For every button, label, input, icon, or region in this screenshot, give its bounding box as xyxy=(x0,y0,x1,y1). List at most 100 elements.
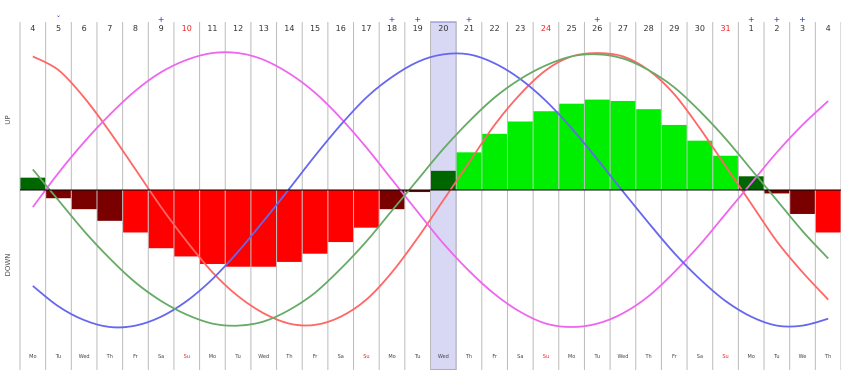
top-day-label: 5 xyxy=(56,24,61,33)
top-day-label: 2 xyxy=(774,24,779,33)
bar xyxy=(431,170,456,190)
bar xyxy=(764,190,790,194)
top-marker: + xyxy=(389,15,396,24)
weekday-label: Fr xyxy=(313,354,319,360)
top-day-label: 8 xyxy=(133,24,138,33)
top-day-label: 25 xyxy=(567,24,577,33)
top-day-label: 14 xyxy=(284,24,294,33)
top-day-label: 3 xyxy=(800,24,805,33)
bar xyxy=(200,190,225,264)
weekday-label: Fr xyxy=(672,354,678,360)
weekday-label: Mo xyxy=(388,354,395,360)
line-layer xyxy=(32,51,829,329)
weekday-label: Mo xyxy=(29,354,36,360)
weekday-label: Sa xyxy=(697,354,703,360)
weekday-label: Th xyxy=(465,354,472,360)
weekday-label: We xyxy=(799,354,807,360)
bar xyxy=(507,121,533,190)
top-day-label: 23 xyxy=(515,24,525,33)
bar xyxy=(302,190,328,254)
top-day-label: 16 xyxy=(336,24,346,33)
top-day-label: 22 xyxy=(490,24,500,33)
bar xyxy=(97,190,123,221)
top-marker: + xyxy=(748,15,755,24)
curve-line-0 xyxy=(32,52,829,327)
bar xyxy=(661,124,687,190)
top-day-label: 21 xyxy=(464,24,474,33)
highlight-layer xyxy=(430,21,457,370)
weekday-label: Su xyxy=(184,354,190,360)
top-day-label: 24 xyxy=(541,24,551,33)
curve-line-3 xyxy=(32,53,829,327)
label-layer: 4 5 6 7 8 9 10 11 12 13 14 15 16 17 18 19 20 21 22 23 24 25 26… xyxy=(4,14,831,360)
weekday-label: Fr xyxy=(133,354,139,360)
bar xyxy=(713,155,738,190)
bar xyxy=(46,190,71,199)
bar xyxy=(610,100,636,190)
top-day-label: 30 xyxy=(695,24,705,33)
bar xyxy=(71,190,97,210)
top-day-label: 28 xyxy=(643,24,653,33)
top-day-label: 27 xyxy=(618,24,628,33)
bar xyxy=(790,190,815,214)
bar xyxy=(174,190,200,257)
top-day-label: 7 xyxy=(107,24,112,33)
weekday-label: Sa xyxy=(158,354,164,360)
top-day-label: 4 xyxy=(30,24,35,33)
bar xyxy=(20,177,46,190)
bar xyxy=(225,190,251,267)
bar xyxy=(687,140,713,190)
top-day-label: 4 xyxy=(826,24,831,33)
bar xyxy=(482,133,507,190)
top-marker: + xyxy=(774,15,781,24)
top-day-label: 29 xyxy=(669,24,679,33)
weekday-label: Th xyxy=(106,354,113,360)
bar xyxy=(277,190,302,262)
bar xyxy=(584,99,610,190)
weekday-label: Mo xyxy=(568,354,575,360)
weekday-label: Su xyxy=(363,354,369,360)
weekday-label: Mo xyxy=(748,354,755,360)
weekday-label: Mo xyxy=(209,354,216,360)
bar xyxy=(328,190,354,243)
top-day-label: 20 xyxy=(438,24,448,33)
weekday-label: Tu xyxy=(773,354,779,360)
bar xyxy=(533,111,559,190)
top-day-label: 18 xyxy=(387,24,397,33)
weekday-label: Tu xyxy=(414,354,420,360)
weekday-label: Su xyxy=(543,354,549,360)
weekday-label: Sa xyxy=(338,354,344,360)
weekday-label: Th xyxy=(824,354,831,360)
side-axis-label: UP xyxy=(4,115,12,124)
top-day-label: 11 xyxy=(207,24,217,33)
bar xyxy=(636,109,661,190)
top-day-label: 9 xyxy=(159,24,164,33)
top-marker: ˇ xyxy=(56,14,60,24)
side-axis-label: DOWN xyxy=(4,253,12,276)
bar xyxy=(456,152,482,190)
bar xyxy=(815,190,841,233)
grid-layer xyxy=(19,22,841,370)
top-day-label: 12 xyxy=(233,24,243,33)
weekday-label: Th xyxy=(644,354,651,360)
top-day-label: 1 xyxy=(749,24,754,33)
top-day-label: 17 xyxy=(361,24,371,33)
weekday-label: Wed xyxy=(258,354,269,360)
top-marker: + xyxy=(799,15,806,24)
weekday-label: Wed xyxy=(438,354,449,360)
top-day-label: 15 xyxy=(310,24,320,33)
top-day-label: 10 xyxy=(182,24,192,33)
weekday-label: Sa xyxy=(517,354,523,360)
weekday-label: Wed xyxy=(617,354,628,360)
weekday-label: Th xyxy=(285,354,292,360)
weekday-label: Wed xyxy=(79,354,90,360)
bar xyxy=(405,190,430,193)
weekday-label: Su xyxy=(722,354,728,360)
top-day-label: 26 xyxy=(592,24,602,33)
weekday-label: Tu xyxy=(234,354,240,360)
curve-line-2 xyxy=(32,52,829,329)
bar xyxy=(354,190,379,228)
weekday-label: Tu xyxy=(594,354,600,360)
top-day-label: 13 xyxy=(259,24,269,33)
